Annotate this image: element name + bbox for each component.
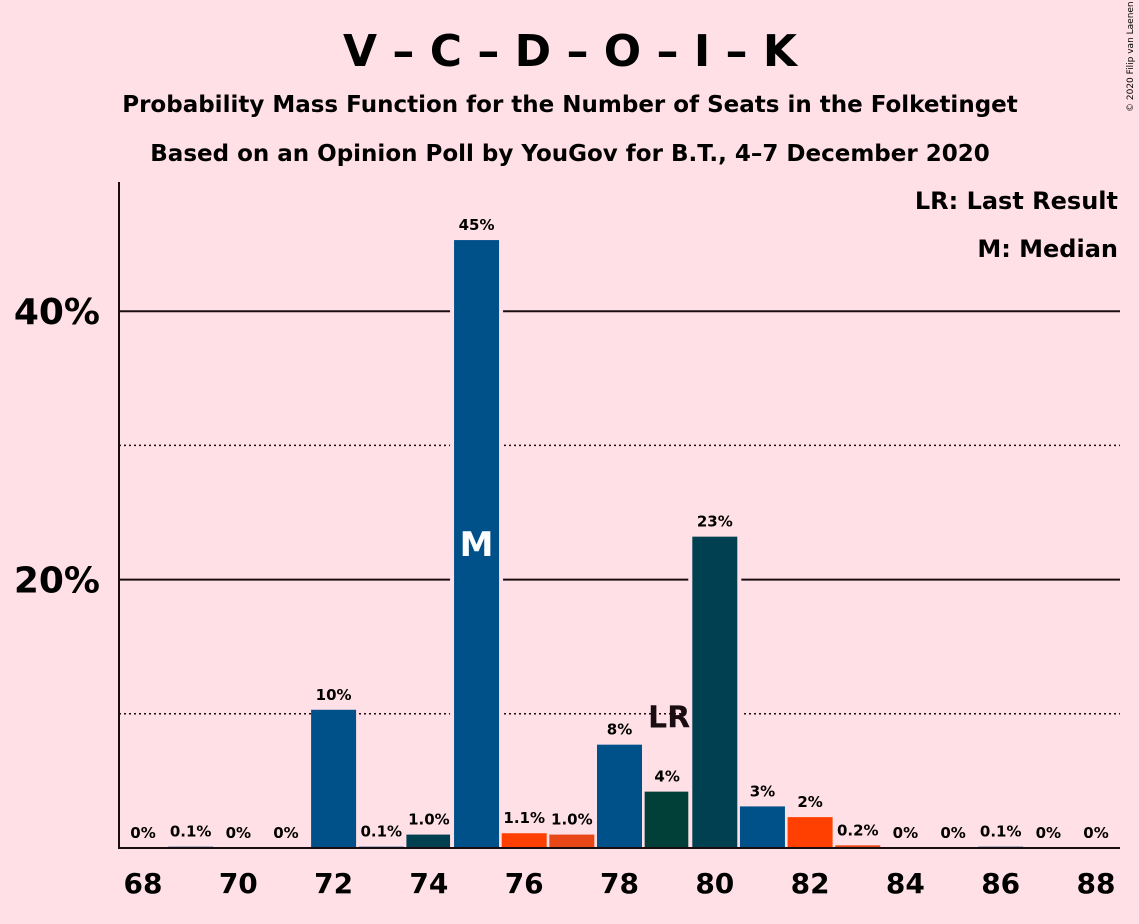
x-tick-label: 68: [124, 867, 163, 900]
legend-median: M: Median: [977, 235, 1118, 263]
last-result-marker: LR: [648, 701, 690, 736]
data-label-seat-80: 23%: [697, 513, 733, 531]
data-label-seat-88: 0%: [1083, 824, 1108, 842]
data-label-seat-87: 0%: [1036, 824, 1061, 842]
bar-seat-83: [835, 845, 881, 848]
data-label-seat-74: 1.0%: [408, 811, 450, 829]
data-label-seat-68: 0%: [130, 824, 155, 842]
bar-seat-81: [739, 806, 785, 848]
data-label-seat-81: 3%: [750, 782, 775, 800]
data-label-seat-83: 0.2%: [837, 821, 879, 839]
median-marker: M: [460, 525, 494, 565]
data-label-seat-86: 0.1%: [980, 823, 1022, 841]
chart-subtitle-1: Probability Mass Function for the Number…: [122, 92, 1018, 118]
bar-seat-72: [311, 709, 357, 848]
bar-group: [168, 240, 1024, 849]
bar-seat-77: [549, 834, 595, 848]
x-tick-label: 82: [791, 867, 830, 900]
data-label-seat-78: 8%: [607, 721, 632, 739]
marker-group: M LR: [460, 525, 691, 736]
copyright-notice: © 2020 Filip van Laenen: [1126, 1, 1136, 112]
data-label-seat-70: 0%: [226, 824, 251, 842]
x-tick-label: 84: [886, 867, 925, 900]
x-tick-label: 80: [695, 867, 734, 900]
data-label-seat-79: 4%: [654, 768, 679, 786]
x-tick-label: 72: [314, 867, 353, 900]
data-label-seat-75: 45%: [459, 216, 495, 234]
x-tick-group: 68 70 72 74 76 78 80 82 84 86 88: [124, 867, 1116, 900]
y-tick-label: 20%: [14, 561, 100, 602]
legend-last-result: LR: Last Result: [915, 187, 1118, 215]
data-label-seat-76: 1.1%: [503, 809, 545, 827]
bar-seat-80: [692, 536, 738, 848]
y-tick-label: 40%: [14, 292, 100, 333]
data-label-seat-73: 0.1%: [360, 823, 402, 841]
bar-seat-74: [406, 834, 452, 848]
data-label-seat-85: 0%: [940, 824, 965, 842]
bar-seat-76: [501, 833, 547, 848]
data-label-seat-72: 10%: [316, 686, 352, 704]
data-label-group: 0% 0.1% 0% 0% 10% 0.1% 1.0% 45% 1.1% 1.0% 8% 4% 23% 3…: [130, 216, 1108, 842]
chart-title: V – C – D – O – I – K: [343, 26, 799, 77]
x-tick-label: 74: [409, 867, 448, 900]
x-tick-label: 78: [600, 867, 639, 900]
data-label-seat-69: 0.1%: [170, 823, 212, 841]
x-tick-label: 88: [1077, 867, 1116, 900]
bar-seat-82: [787, 817, 833, 848]
y-tick-group: 20% 40%: [14, 292, 100, 601]
data-label-seat-77: 1.0%: [551, 811, 593, 829]
gridlines: [119, 310, 1120, 715]
bar-seat-78: [597, 744, 642, 848]
data-label-seat-84: 0%: [893, 824, 918, 842]
data-label-seat-71: 0%: [273, 824, 298, 842]
x-tick-label: 86: [981, 867, 1020, 900]
data-label-seat-82: 2%: [797, 793, 822, 811]
x-tick-label: 76: [505, 867, 544, 900]
chart-subtitle-2: Based on an Opinion Poll by YouGov for B…: [150, 141, 989, 167]
x-tick-label: 70: [219, 867, 258, 900]
bar-seat-75: [454, 240, 500, 849]
bar-seat-79: [644, 791, 690, 848]
